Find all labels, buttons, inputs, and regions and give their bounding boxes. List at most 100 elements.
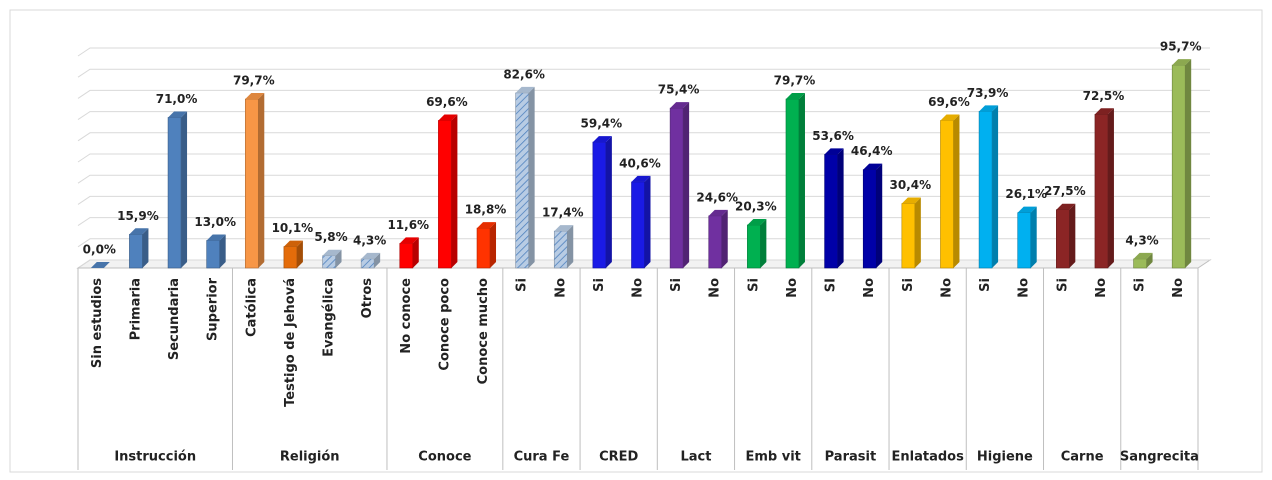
x-tick-label: No conoce: [399, 278, 414, 354]
x-tick-label: Testigo de Jehová: [283, 278, 298, 407]
x-tick-label: Si: [901, 278, 916, 292]
bar-hatch: [515, 92, 529, 268]
bar-top: [322, 249, 342, 256]
bar-side: [914, 197, 921, 268]
bar-side: [837, 148, 844, 268]
value-label: 69,6%: [928, 95, 970, 109]
bar: [1171, 64, 1186, 269]
x-tick-label: No: [553, 278, 568, 298]
group-label: Religión: [280, 450, 340, 465]
bar-side: [142, 228, 149, 268]
group-label: Instrucción: [114, 450, 196, 465]
bar-top: [399, 237, 419, 244]
bar-side: [605, 136, 612, 268]
value-label: 69,6%: [426, 95, 468, 109]
bar-side: [490, 222, 497, 268]
value-label: 75,4%: [658, 83, 700, 97]
bar-side: [644, 175, 651, 268]
value-label: 30,4%: [890, 178, 932, 192]
bar: [206, 240, 220, 269]
value-label: 11,6%: [387, 218, 429, 232]
x-tick-label: No: [862, 278, 877, 298]
grid-line: [77, 111, 1210, 121]
value-label: 26,1%: [1005, 187, 1047, 201]
bar-top: [979, 105, 999, 112]
bar-side: [798, 93, 805, 268]
bar-side: [451, 114, 458, 268]
bar: [476, 227, 491, 269]
bar: [824, 154, 838, 269]
value-label: 53,6%: [812, 129, 854, 143]
bar-top: [283, 240, 303, 247]
x-tick-label: Católica: [244, 278, 259, 337]
value-label: 59,4%: [581, 117, 623, 131]
value-label: 79,7%: [774, 74, 816, 88]
bar: [785, 98, 800, 269]
bar: [940, 120, 954, 269]
value-label: 95,7%: [1160, 40, 1202, 54]
bar: [1094, 114, 1109, 269]
bar-side: [683, 102, 690, 268]
group-label: Conoce: [418, 450, 471, 465]
x-tick-label: No: [1017, 278, 1032, 298]
bar-top: [1133, 252, 1153, 259]
x-tick-label: Otros: [360, 278, 375, 319]
value-label: 18,8%: [465, 203, 507, 217]
value-label: 46,4%: [851, 144, 893, 158]
value-label: 20,3%: [735, 199, 777, 213]
bar-top: [554, 225, 574, 232]
bar: [708, 215, 723, 269]
bar-top: [129, 228, 149, 235]
group-label: Enlatados: [891, 450, 964, 465]
value-label: 10,1%: [272, 221, 314, 235]
value-label: 27,5%: [1044, 184, 1086, 198]
group-label: Sangrecita: [1120, 450, 1199, 465]
bar-top: [1094, 108, 1114, 115]
x-tick-label: Primaria: [128, 278, 143, 340]
bar-top: [863, 163, 883, 170]
bar-top: [592, 136, 612, 143]
bar-side: [992, 105, 999, 268]
bar: [1017, 212, 1032, 269]
chart-border: [9, 9, 1263, 473]
bar-top: [785, 93, 805, 100]
bar-side: [412, 237, 419, 268]
bar-hatch: [554, 231, 568, 268]
bar: [283, 246, 298, 269]
group-label: Higiene: [977, 450, 1033, 465]
bar: [669, 107, 684, 269]
bar-side: [760, 218, 767, 268]
grid-line: [77, 47, 1210, 57]
bar-top: [631, 175, 651, 182]
group-label: Parasit: [825, 450, 877, 465]
bar: [399, 243, 414, 269]
bar: [167, 117, 182, 269]
x-tick-label: No: [1171, 278, 1186, 298]
bar-side: [374, 252, 381, 268]
bar-side: [567, 225, 574, 268]
bar-side: [258, 93, 265, 268]
x-tick-label: Si: [746, 278, 761, 292]
bar-hatch: [361, 258, 375, 268]
bar: [1056, 209, 1070, 269]
bar-side: [528, 86, 535, 268]
x-tick-label: SI: [824, 278, 839, 292]
bar-top: [438, 114, 458, 121]
bar-top: [670, 102, 690, 109]
x-tick-label: Superior: [206, 277, 221, 341]
bar-side: [1185, 59, 1192, 269]
bar-top: [708, 209, 728, 216]
value-label: 4,3%: [1125, 233, 1158, 247]
group-label: Emb vit: [745, 450, 800, 465]
value-label: 24,6%: [696, 190, 738, 204]
bar-top: [477, 222, 497, 229]
bar: [129, 233, 143, 269]
value-label: 73,9%: [967, 86, 1009, 100]
bar-side: [296, 240, 303, 268]
bar: [438, 120, 452, 269]
group-label: CRED: [599, 450, 638, 465]
value-label: 13,0%: [194, 215, 236, 229]
bar-side: [953, 114, 960, 268]
bar-top: [515, 86, 535, 93]
